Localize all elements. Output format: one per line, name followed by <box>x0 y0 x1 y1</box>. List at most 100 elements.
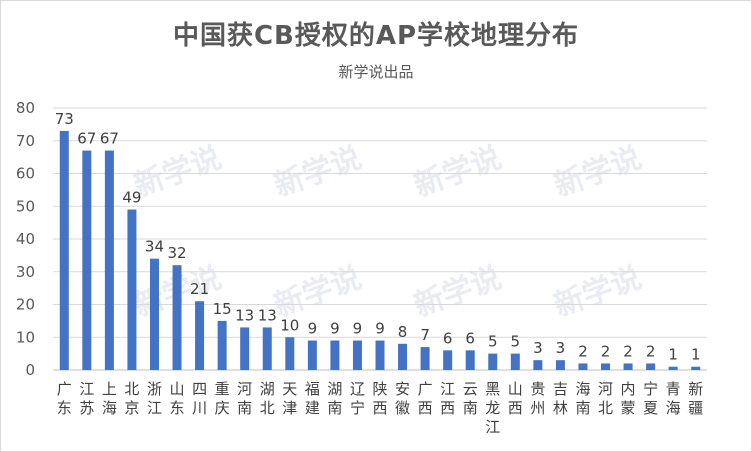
x-tick-label: 辽宁 <box>350 380 365 417</box>
data-label: 73 <box>55 110 74 128</box>
x-tick-label: 四川 <box>192 380 207 417</box>
bar <box>330 340 340 370</box>
x-tick-label: 江西 <box>440 380 455 417</box>
bar <box>59 130 69 370</box>
data-label: 5 <box>511 333 521 351</box>
data-label: 2 <box>646 342 656 360</box>
x-tick-label: 陕西 <box>372 380 387 417</box>
data-label: 5 <box>488 333 498 351</box>
data-label: 2 <box>578 342 588 360</box>
bar <box>510 353 520 370</box>
x-tick-label: 福建 <box>305 380 320 417</box>
watermark-text: 新学说 <box>269 140 366 204</box>
data-label: 2 <box>623 342 633 360</box>
bar <box>533 360 543 370</box>
bar <box>262 327 272 370</box>
x-tick-label: 云南 <box>463 380 478 417</box>
x-tick-label: 河北 <box>598 380 613 417</box>
bar <box>465 350 475 370</box>
x-tick-label: 重庆 <box>215 380 230 417</box>
data-label: 34 <box>145 238 164 256</box>
bar <box>375 340 385 370</box>
data-label: 21 <box>190 280 209 298</box>
y-tick-label: 30 <box>16 263 35 281</box>
data-label: 1 <box>691 346 701 364</box>
y-tick-label: 20 <box>16 296 35 314</box>
data-label: 15 <box>213 300 232 318</box>
watermark-text: 新学说 <box>409 260 506 324</box>
data-label: 9 <box>353 320 363 338</box>
data-label: 6 <box>443 329 453 347</box>
data-label: 13 <box>235 306 254 324</box>
x-tick-label: 山西 <box>508 380 523 417</box>
data-label: 32 <box>167 244 186 262</box>
x-tick-label: 湖南 <box>327 380 342 417</box>
y-tick-label: 60 <box>16 165 35 183</box>
x-tick-label: 黑龙江 <box>485 380 500 436</box>
x-tick-label: 海南 <box>575 380 590 417</box>
bar <box>623 363 633 370</box>
bar <box>285 337 295 370</box>
bar <box>646 363 656 370</box>
watermark-text: 新学说 <box>269 260 366 324</box>
x-tick-label: 广西 <box>418 380 433 417</box>
y-tick-label: 70 <box>16 132 35 150</box>
x-tick-label: 北京 <box>124 380 139 417</box>
x-tick-label: 上海 <box>102 380 117 417</box>
x-tick-label: 新疆 <box>688 380 703 417</box>
x-tick-label: 河南 <box>237 380 252 417</box>
x-tick-label: 宁夏 <box>643 380 658 417</box>
watermark-text: 新学说 <box>409 140 506 204</box>
data-label: 13 <box>258 306 277 324</box>
x-tick-label: 天津 <box>282 380 297 417</box>
bar <box>240 327 250 370</box>
data-label: 3 <box>556 339 566 357</box>
x-tick-label: 吉林 <box>553 380 568 417</box>
x-tick-label: 内蒙 <box>621 380 636 417</box>
data-label: 3 <box>533 339 543 357</box>
data-label: 1 <box>668 346 678 364</box>
bar <box>104 150 114 370</box>
x-tick-label: 青海 <box>666 380 681 417</box>
x-tick-label: 安徽 <box>395 380 410 417</box>
bar <box>172 265 182 370</box>
chart-title: 中国获CB授权的AP学校地理分布 <box>172 21 580 51</box>
chart-subtitle: 新学说出品 <box>338 63 414 81</box>
bar <box>691 366 701 370</box>
x-tick-label: 浙江 <box>147 380 162 417</box>
data-label: 9 <box>375 320 385 338</box>
x-tick-label: 贵州 <box>530 380 545 417</box>
data-label: 7 <box>420 326 430 344</box>
data-label: 8 <box>398 323 408 341</box>
bar <box>195 301 205 370</box>
bar <box>127 209 137 370</box>
bar <box>578 363 588 370</box>
data-label: 67 <box>100 130 119 148</box>
data-label: 10 <box>280 316 299 334</box>
data-label: 67 <box>77 130 96 148</box>
x-tick-label: 湖北 <box>260 380 275 417</box>
data-label: 2 <box>601 342 611 360</box>
bar <box>149 258 159 370</box>
data-label: 6 <box>465 329 475 347</box>
x-tick-label: 江苏 <box>79 380 94 417</box>
watermark-text: 新学说 <box>549 140 646 204</box>
data-label: 9 <box>330 320 340 338</box>
y-tick-label: 80 <box>16 99 35 117</box>
bar <box>420 347 430 370</box>
data-label: 9 <box>308 320 318 338</box>
bar <box>443 350 453 370</box>
x-tick-label: 广东 <box>57 380 72 417</box>
watermark-text: 新学说 <box>549 260 646 324</box>
y-tick-label: 0 <box>25 361 35 379</box>
bar <box>82 150 92 370</box>
watermark-text: 新学说 <box>129 140 226 204</box>
bar <box>398 343 408 370</box>
bar <box>352 340 362 370</box>
bar <box>488 353 498 370</box>
bar <box>307 340 317 370</box>
bar <box>601 363 611 370</box>
bar <box>555 360 565 370</box>
